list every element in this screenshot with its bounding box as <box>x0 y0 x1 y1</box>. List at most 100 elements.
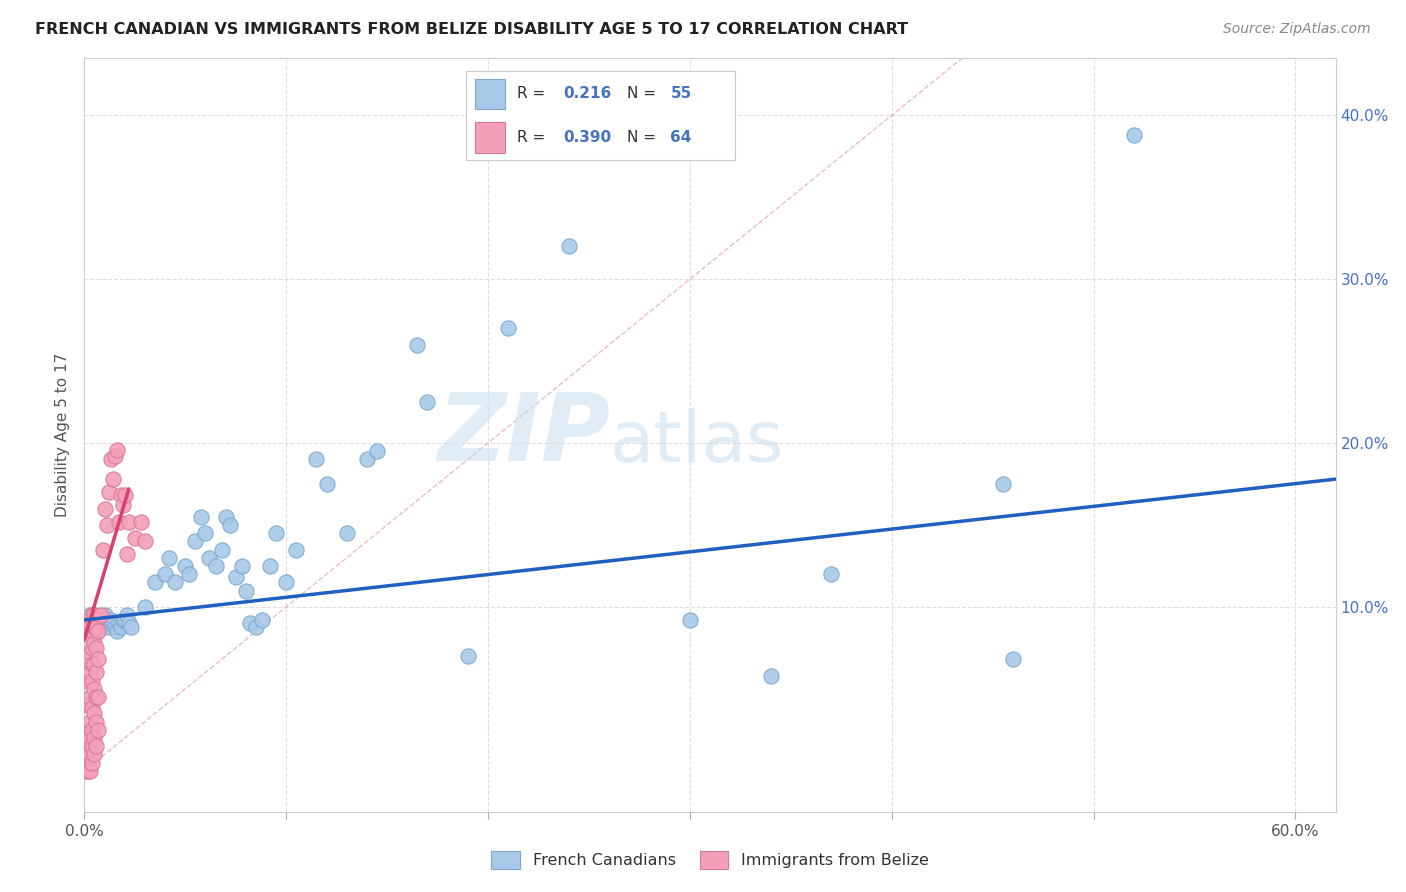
Point <box>105 624 128 639</box>
Point <box>79 731 101 745</box>
Point <box>82 723 104 737</box>
Point <box>77 673 100 688</box>
Point <box>157 550 180 565</box>
Point <box>101 616 124 631</box>
Point <box>235 583 257 598</box>
Point <box>87 624 110 639</box>
Point <box>79 665 101 680</box>
Point <box>179 567 201 582</box>
Point <box>86 690 108 704</box>
Point <box>83 608 105 623</box>
Point <box>83 706 105 721</box>
Point <box>111 498 134 512</box>
Legend: French Canadians, Immigrants from Belize: French Canadians, Immigrants from Belize <box>485 844 935 875</box>
Point <box>114 613 136 627</box>
Point <box>77 756 100 770</box>
Point <box>79 690 101 704</box>
Point <box>82 640 104 655</box>
Point <box>285 542 308 557</box>
Point <box>86 619 108 633</box>
Point <box>77 698 100 713</box>
Point <box>91 619 114 633</box>
Point <box>174 558 197 573</box>
Point <box>75 764 97 778</box>
Point <box>104 449 127 463</box>
Point <box>83 636 105 650</box>
Point <box>143 575 166 590</box>
Point <box>231 558 253 573</box>
Point <box>86 640 108 655</box>
Point <box>110 619 132 633</box>
Point <box>184 534 207 549</box>
Point <box>87 624 110 639</box>
Point <box>101 472 124 486</box>
Point <box>96 518 118 533</box>
Point <box>211 542 233 557</box>
Point <box>100 452 122 467</box>
Point <box>1001 652 1024 666</box>
Point <box>107 515 129 529</box>
Point <box>82 701 104 715</box>
Point <box>820 567 842 582</box>
Point <box>129 515 152 529</box>
Point <box>356 452 378 467</box>
Point <box>110 488 132 502</box>
Point <box>86 616 108 631</box>
Point <box>83 629 105 643</box>
Point <box>82 739 104 754</box>
Point <box>86 665 108 680</box>
Point <box>165 575 187 590</box>
Point <box>83 681 105 696</box>
Point <box>79 608 101 623</box>
Point <box>79 714 101 729</box>
Point <box>82 613 104 627</box>
Point <box>115 608 138 623</box>
Point <box>82 624 104 639</box>
Y-axis label: Disability Age 5 to 17: Disability Age 5 to 17 <box>55 352 70 517</box>
Point <box>75 747 97 762</box>
Point <box>214 509 236 524</box>
Point <box>87 652 110 666</box>
Point <box>134 534 156 549</box>
Point <box>79 747 101 762</box>
Point <box>93 608 115 623</box>
Point <box>118 616 141 631</box>
Point <box>115 548 138 562</box>
Point <box>82 756 104 770</box>
Point <box>134 599 156 614</box>
Point <box>87 613 110 627</box>
Point <box>153 567 176 582</box>
Point <box>416 395 439 409</box>
Point <box>97 619 120 633</box>
Point <box>83 657 105 672</box>
Point <box>104 619 127 633</box>
Text: Source: ZipAtlas.com: Source: ZipAtlas.com <box>1223 22 1371 37</box>
Point <box>991 477 1014 491</box>
Point <box>120 619 142 633</box>
Point <box>105 442 128 457</box>
Point <box>93 613 115 627</box>
Point <box>558 239 581 253</box>
Point <box>79 629 101 643</box>
Text: ZIP: ZIP <box>437 389 610 481</box>
Point <box>86 739 108 754</box>
Point <box>77 764 100 778</box>
Point <box>82 619 104 633</box>
Point <box>82 608 104 623</box>
Point <box>496 321 519 335</box>
Point <box>305 452 328 467</box>
Text: atlas: atlas <box>610 408 785 477</box>
Point <box>79 646 101 660</box>
Point <box>190 509 212 524</box>
Point <box>218 518 240 533</box>
Point <box>264 526 287 541</box>
Point <box>91 542 114 557</box>
Point <box>198 550 221 565</box>
Point <box>366 444 388 458</box>
Point <box>107 616 129 631</box>
Point <box>100 613 122 627</box>
Point <box>93 501 115 516</box>
Point <box>77 739 100 754</box>
Point <box>97 485 120 500</box>
Point <box>86 714 108 729</box>
